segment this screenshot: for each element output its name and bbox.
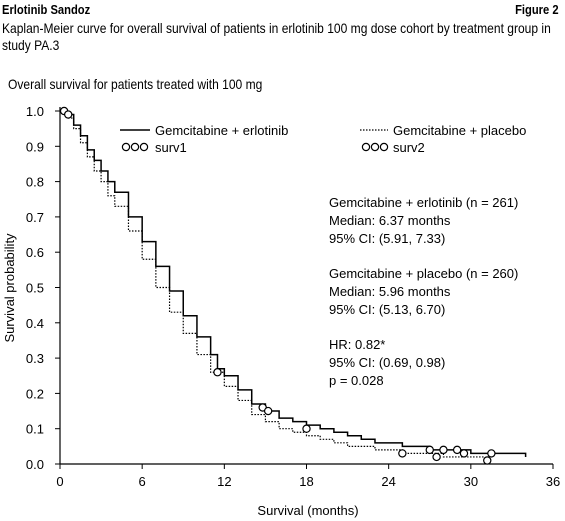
annotation-line: p = 0.028 [329,373,384,388]
y-tick-label: 0.8 [26,175,44,190]
figure-number: Figure 2 [515,2,559,17]
y-tick-label: 0.7 [26,210,44,225]
legend-surv2-marker [361,142,371,152]
figure-caption: Kaplan-Meier curve for overall survival … [2,20,551,53]
y-tick-label: 0.6 [26,245,44,260]
surv1-marker [213,368,222,377]
placebo-curve [60,110,486,461]
x-tick-label: 12 [217,474,231,489]
legend-label-surv2: surv2 [393,140,425,155]
x-tick-label: 36 [546,474,560,489]
surv1-marker [459,449,469,458]
surv2-marker [64,110,73,119]
legend-surv1-marker [139,142,149,152]
legend-label-erlotinib: Gemcitabine + erlotinib [155,123,288,138]
chart-axes: 0 6 12 18 24 30 36 0.0 0.1 0.2 0.3 0.4 0.5 0.6 0.7 0.8 0… [26,104,560,489]
legend-label-surv1: surv1 [155,140,187,155]
censor-markers [59,106,496,465]
legend-surv1-marker [121,142,131,152]
y-tick-label: 1.0 [26,104,44,119]
legend-surv2-marker [379,142,389,152]
chart-subtitle: Overall survival for patients treated wi… [8,76,263,92]
y-tick-label: 0.3 [26,351,44,366]
surv1-marker [425,445,434,455]
surv2-marker [432,452,441,462]
x-tick-label: 18 [299,474,313,489]
surv1-marker [302,424,311,433]
surv1-marker [263,406,273,416]
surv1-marker [487,449,496,458]
annotation-line: Gemcitabine + placebo (n = 260) [329,266,518,281]
x-tick-label: 0 [56,474,63,489]
y-tick-label: 0.9 [26,139,44,154]
surv1-marker [439,445,448,455]
erlotinib-curve [60,110,527,457]
y-tick-label: 0.2 [26,386,44,401]
x-tick-label: 6 [139,474,146,489]
x-tick-label: 30 [464,474,478,489]
annotation-line: Median: 6.37 months [329,213,451,228]
y-tick-label: 0.4 [26,316,44,331]
chart-annotations: Gemcitabine + erlotinib (n = 261) Median:… [329,195,518,388]
annotation-line: Median: 5.96 months [329,284,451,299]
surv1-marker [452,445,462,455]
surv2-marker [483,456,492,465]
surv2-marker [398,449,407,458]
annotation-line: 95% CI: (5.13, 6.70) [329,302,445,317]
annotation-line: HR: 0.82* [329,337,385,352]
series-layer [60,110,527,461]
y-tick-label: 0.5 [26,281,44,296]
y-tick-label: 0.0 [26,457,44,472]
x-axis-label: Survival (months) [257,503,358,518]
chart-legend: Gemcitabine + erlotinib Gemcitabine + pla… [120,123,526,155]
annotation-line: Gemcitabine + erlotinib (n = 261) [329,195,518,210]
legend-surv2-marker [370,142,380,152]
y-axis-label: Survival probability [2,233,17,343]
annotation-line: 95% CI: (5.91, 7.33) [329,231,445,246]
x-tick-label: 24 [381,474,395,489]
annotation-line: 95% CI: (0.69, 0.98) [329,355,445,370]
y-tick-label: 0.1 [26,422,44,437]
legend-surv1-marker [130,142,140,152]
document-title: Erlotinib Sandoz [2,2,91,17]
legend-label-placebo: Gemcitabine + placebo [393,123,526,138]
